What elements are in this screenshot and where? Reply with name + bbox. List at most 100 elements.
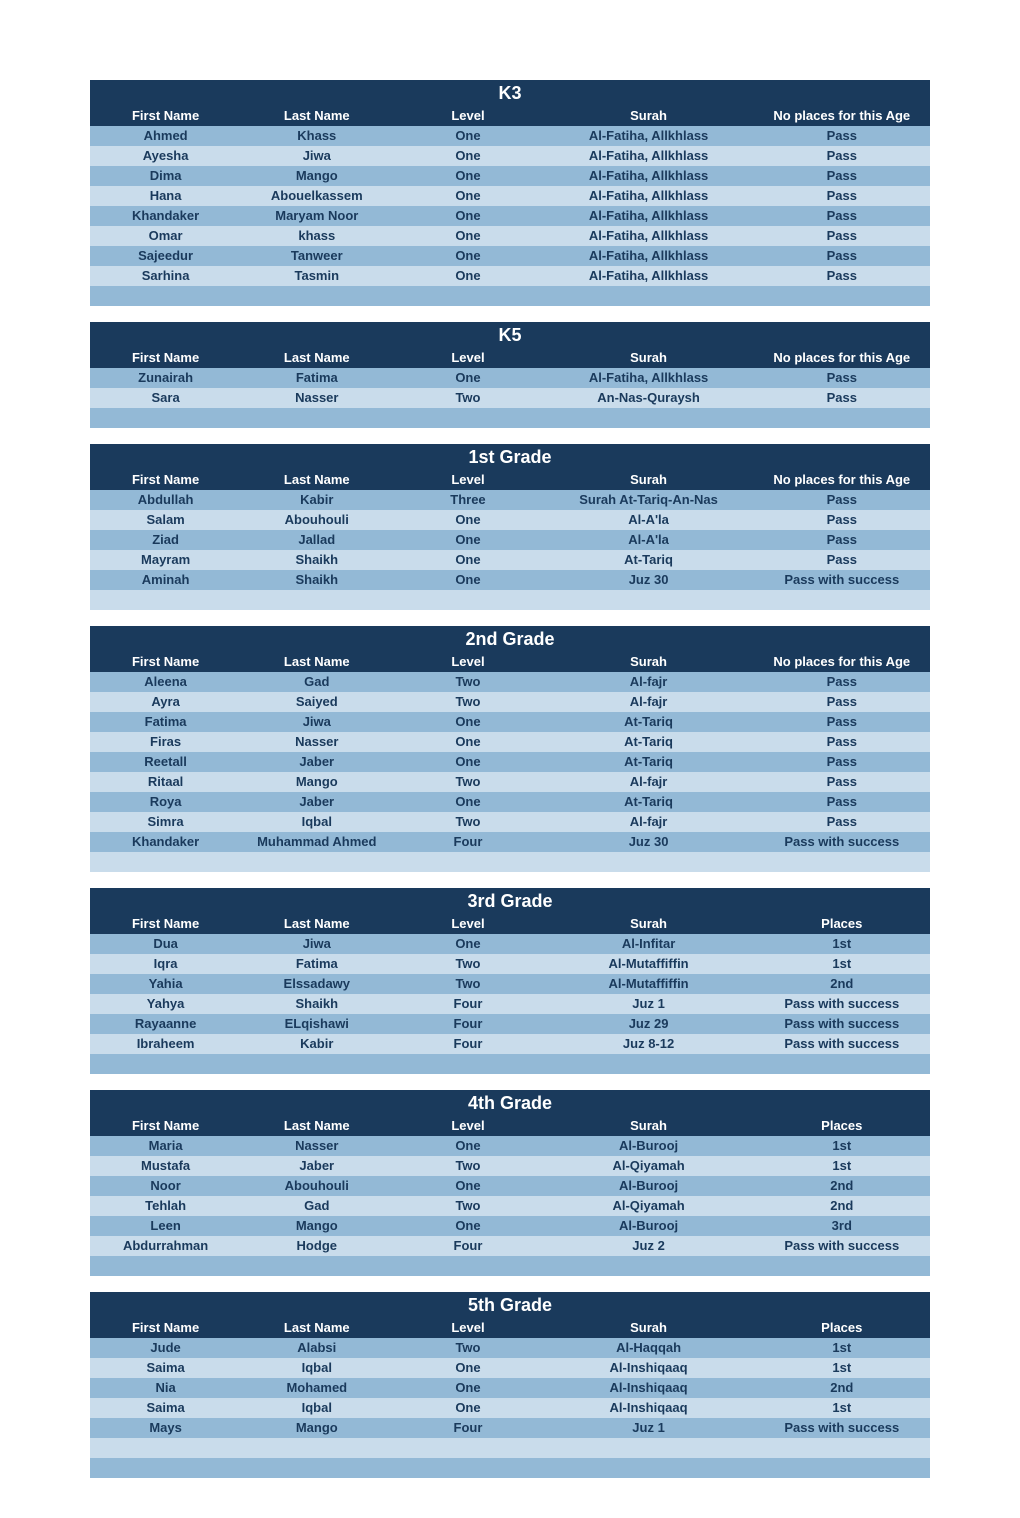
section-gap bbox=[90, 1276, 930, 1292]
column-header: No places for this Age bbox=[754, 348, 930, 368]
table-row: RitaalMangoTwoAl-fajrPass bbox=[90, 772, 930, 792]
data-cell: Two bbox=[392, 1156, 543, 1176]
spacer-cell bbox=[90, 590, 241, 610]
table-row: DuaJiwaOneAl-Infitar1st bbox=[90, 934, 930, 954]
column-header: Level bbox=[392, 348, 543, 368]
spacer-cell bbox=[754, 590, 930, 610]
table-row: OmarkhassOneAl-Fatiha, AllkhlassPass bbox=[90, 226, 930, 246]
data-cell: Pass bbox=[754, 510, 930, 530]
spacer-cell bbox=[544, 286, 754, 306]
data-cell: 1st bbox=[754, 1338, 930, 1358]
spacer-cell bbox=[392, 852, 543, 872]
data-cell: One bbox=[392, 226, 543, 246]
table-row: FirasNasserOneAt-TariqPass bbox=[90, 732, 930, 752]
data-cell: Tasmin bbox=[241, 266, 392, 286]
data-cell: Iqbal bbox=[241, 1398, 392, 1418]
data-cell: 2nd bbox=[754, 974, 930, 994]
section-gap bbox=[90, 610, 930, 626]
table-row: YahyaShaikhFourJuz 1Pass with success bbox=[90, 994, 930, 1014]
data-cell: Salam bbox=[90, 510, 241, 530]
data-cell: Al-Mutaffiffin bbox=[544, 954, 754, 974]
spacer-row bbox=[90, 286, 930, 306]
spacer-row bbox=[90, 1054, 930, 1074]
data-cell: One bbox=[392, 186, 543, 206]
data-cell: Gad bbox=[241, 672, 392, 692]
data-cell: Jude bbox=[90, 1338, 241, 1358]
data-cell: Khass bbox=[241, 126, 392, 146]
spacer-cell bbox=[90, 852, 241, 872]
data-cell: Simra bbox=[90, 812, 241, 832]
data-cell: Nasser bbox=[241, 388, 392, 408]
data-cell: 1st bbox=[754, 954, 930, 974]
data-cell: Pass bbox=[754, 388, 930, 408]
data-cell: 2nd bbox=[754, 1176, 930, 1196]
grades-table: K3First NameLast NameLevelSurahNo places… bbox=[90, 80, 930, 1478]
table-row: NiaMohamedOneAl-Inshiqaaq2nd bbox=[90, 1378, 930, 1398]
data-cell: Al-Infitar bbox=[544, 934, 754, 954]
spacer-row bbox=[90, 852, 930, 872]
column-header: Level bbox=[392, 652, 543, 672]
data-cell: Two bbox=[392, 954, 543, 974]
data-cell: Zunairah bbox=[90, 368, 241, 388]
spacer-row bbox=[90, 408, 930, 428]
data-cell: At-Tariq bbox=[544, 732, 754, 752]
spacer-cell bbox=[544, 1256, 754, 1276]
data-cell: Yahya bbox=[90, 994, 241, 1014]
data-cell: Elssadawy bbox=[241, 974, 392, 994]
column-header: First Name bbox=[90, 470, 241, 490]
data-cell: Juz 8-12 bbox=[544, 1034, 754, 1054]
data-cell: Mango bbox=[241, 772, 392, 792]
spacer-cell bbox=[241, 1458, 392, 1478]
table-row: NoorAbouhouliOneAl-Burooj2nd bbox=[90, 1176, 930, 1196]
data-cell: Al-fajr bbox=[544, 692, 754, 712]
gap-cell bbox=[90, 1276, 930, 1292]
column-header: Surah bbox=[544, 1318, 754, 1338]
table-row: IqraFatimaTwoAl-Mutaffiffin1st bbox=[90, 954, 930, 974]
data-cell: Kabir bbox=[241, 490, 392, 510]
data-cell: Juz 29 bbox=[544, 1014, 754, 1034]
data-cell: Ritaal bbox=[90, 772, 241, 792]
data-cell: ELqishawi bbox=[241, 1014, 392, 1034]
data-cell: One bbox=[392, 206, 543, 226]
spacer-cell bbox=[241, 408, 392, 428]
data-cell: Mango bbox=[241, 1216, 392, 1236]
data-cell: Al-fajr bbox=[544, 812, 754, 832]
data-cell: Dima bbox=[90, 166, 241, 186]
data-cell: Pass bbox=[754, 692, 930, 712]
table-row: YahiaElssadawyTwoAl-Mutaffiffin2nd bbox=[90, 974, 930, 994]
data-cell: 1st bbox=[754, 1358, 930, 1378]
data-cell: Khandaker bbox=[90, 832, 241, 852]
data-cell: Surah At-Tariq-An-Nas bbox=[544, 490, 754, 510]
spacer-cell bbox=[754, 1054, 930, 1074]
table-row: AminahShaikhOneJuz 30Pass with success bbox=[90, 570, 930, 590]
data-cell: Pass with success bbox=[754, 1014, 930, 1034]
spacer-cell bbox=[241, 286, 392, 306]
spacer-cell bbox=[90, 1054, 241, 1074]
column-header: Level bbox=[392, 914, 543, 934]
table-row: SaraNasserTwoAn-Nas-QurayshPass bbox=[90, 388, 930, 408]
column-header: Last Name bbox=[241, 470, 392, 490]
data-cell: One bbox=[392, 510, 543, 530]
column-header: Surah bbox=[544, 348, 754, 368]
spacer-cell bbox=[392, 1256, 543, 1276]
data-cell: One bbox=[392, 1358, 543, 1378]
data-cell: Jallad bbox=[241, 530, 392, 550]
column-header: Last Name bbox=[241, 652, 392, 672]
data-cell: 1st bbox=[754, 1156, 930, 1176]
section-gap bbox=[90, 428, 930, 444]
data-cell: Pass bbox=[754, 246, 930, 266]
table-row: SaimaIqbalOneAl-Inshiqaaq1st bbox=[90, 1358, 930, 1378]
table-row: SalamAbouhouliOneAl-A'laPass bbox=[90, 510, 930, 530]
data-cell: 2nd bbox=[754, 1196, 930, 1216]
data-cell: Muhammad Ahmed bbox=[241, 832, 392, 852]
data-cell: Pass bbox=[754, 792, 930, 812]
grade-title: K3 bbox=[90, 80, 930, 106]
data-cell: Four bbox=[392, 1236, 543, 1256]
table-row: AyeshaJiwaOneAl-Fatiha, AllkhlassPass bbox=[90, 146, 930, 166]
data-cell: Al-Fatiha, Allkhlass bbox=[544, 166, 754, 186]
data-cell: Leen bbox=[90, 1216, 241, 1236]
data-cell: Abouhouli bbox=[241, 510, 392, 530]
table-row: RoyaJaberOneAt-TariqPass bbox=[90, 792, 930, 812]
column-header: Last Name bbox=[241, 348, 392, 368]
data-cell: Ayra bbox=[90, 692, 241, 712]
